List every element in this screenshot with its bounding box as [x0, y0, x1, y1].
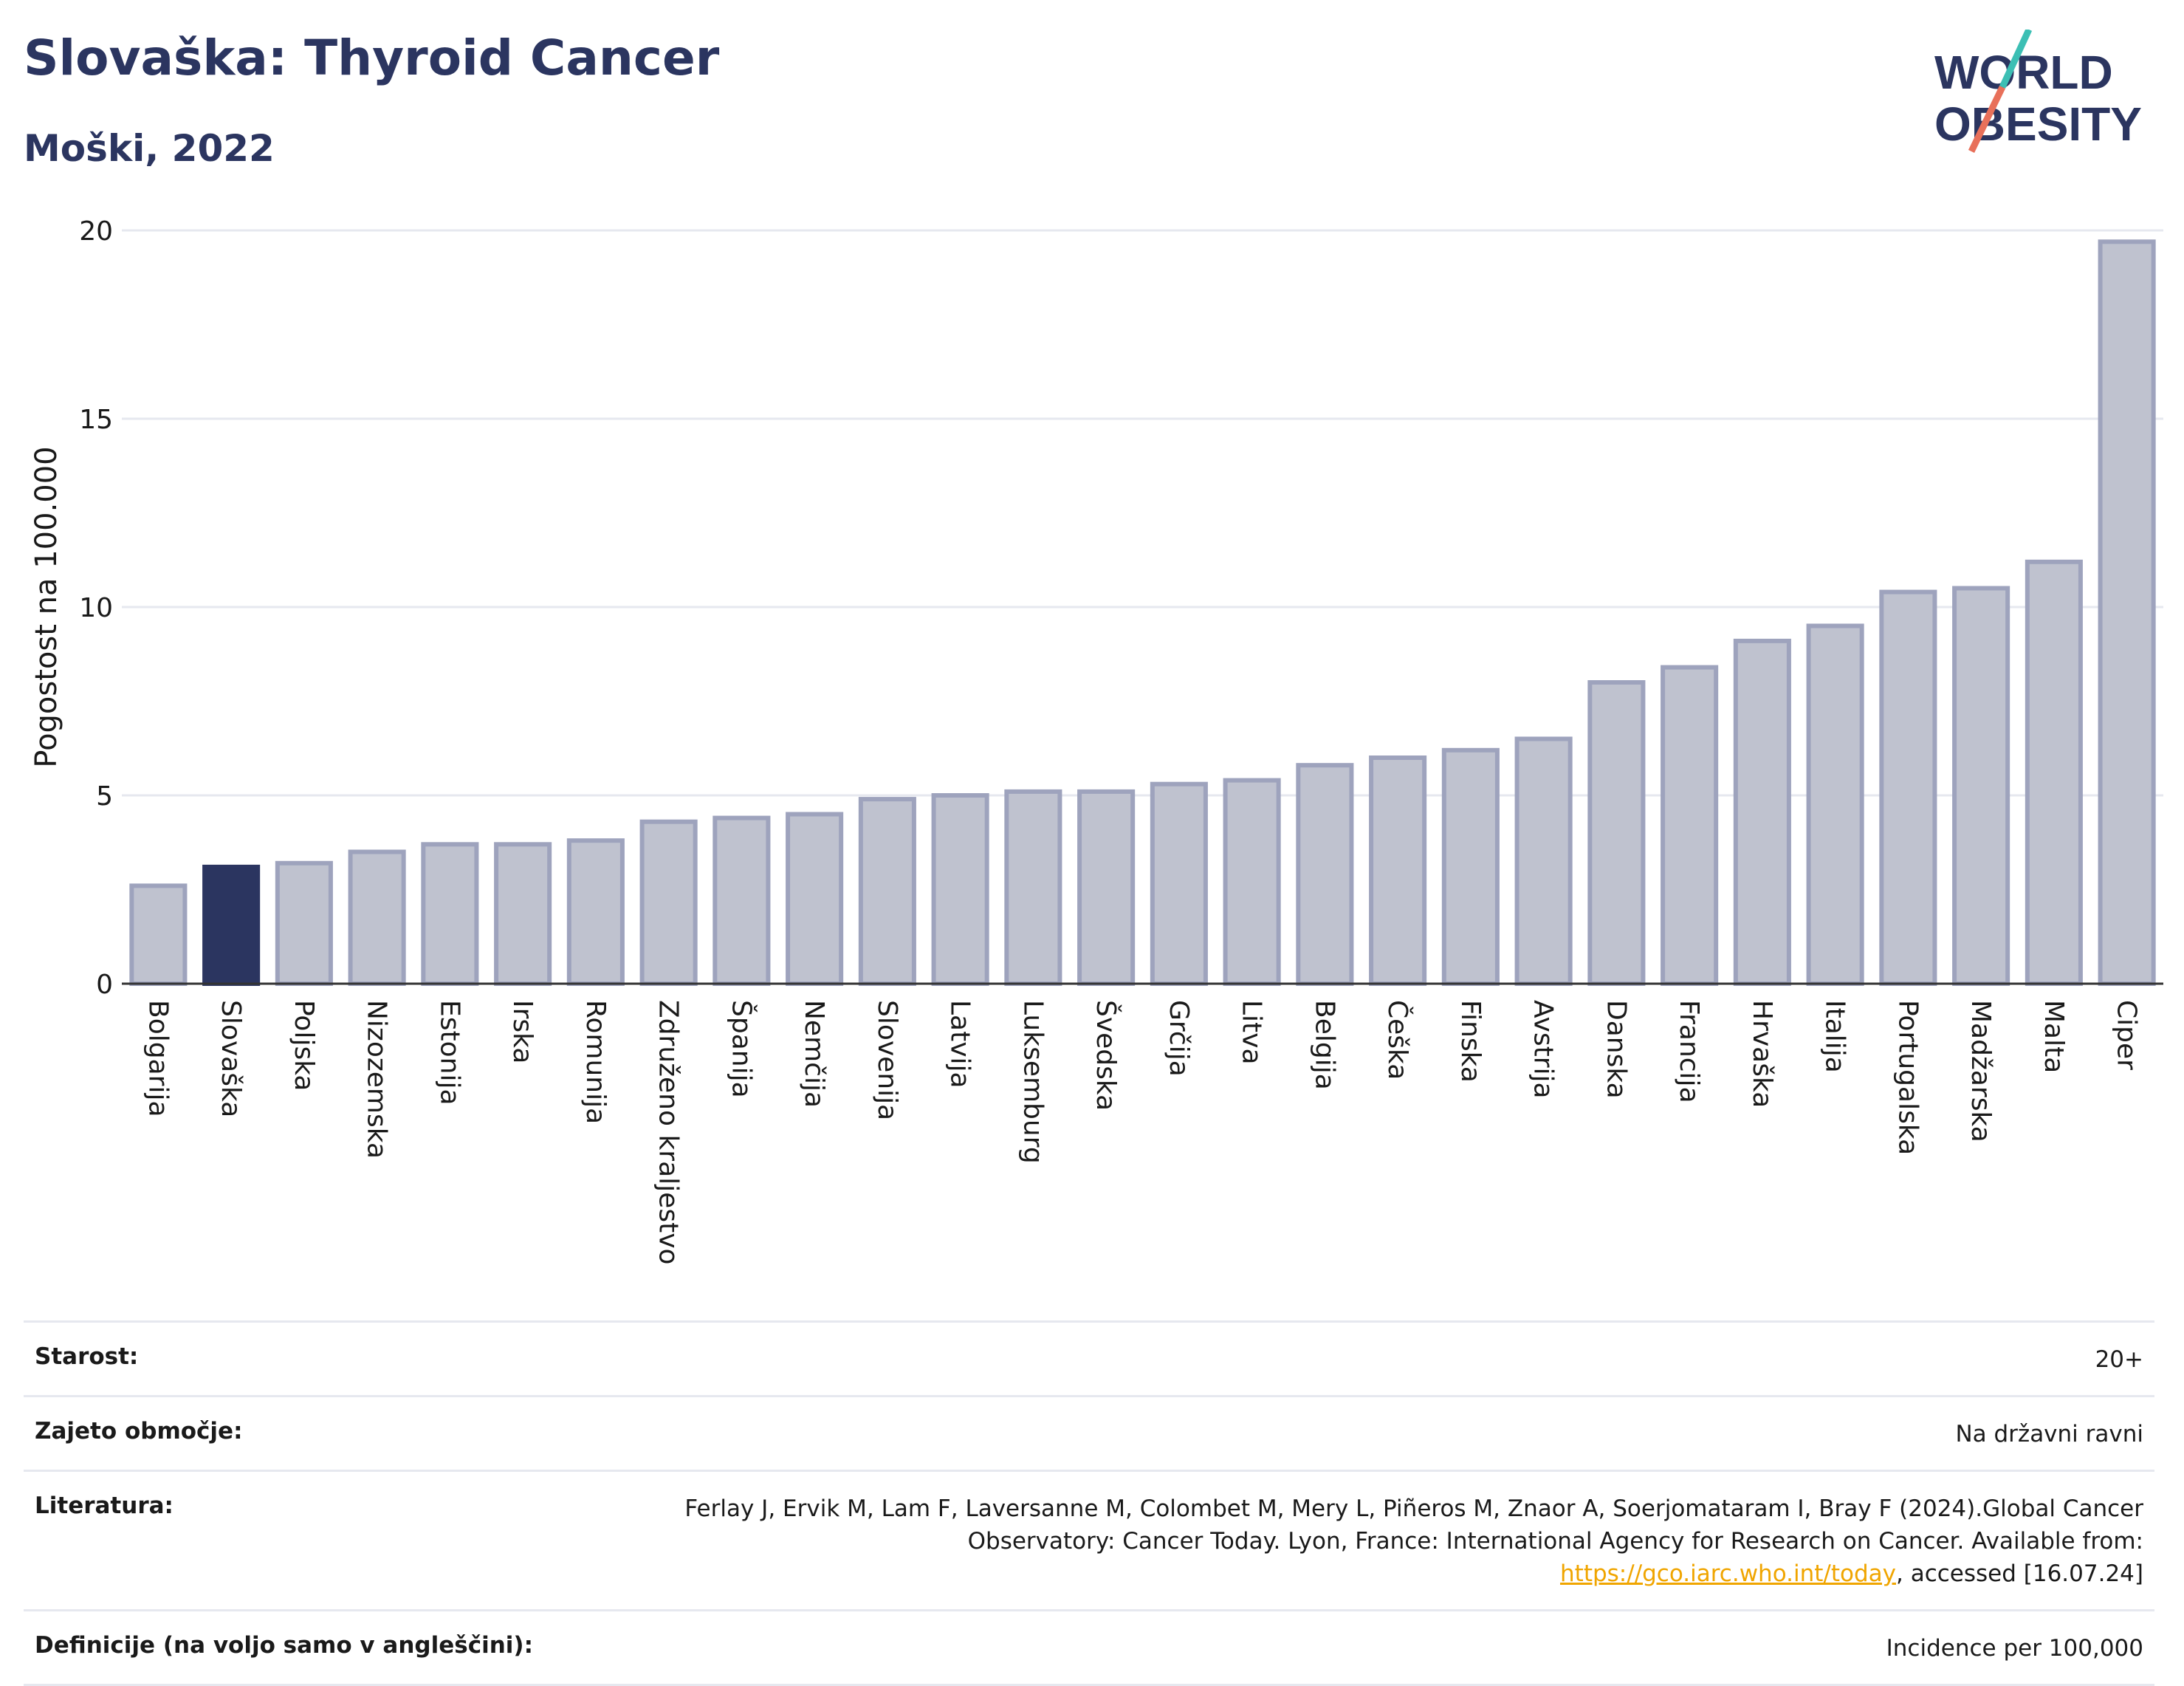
page-title: Slovaška: Thyroid Cancer [24, 30, 720, 86]
x-tick-label: Slovenija [872, 1000, 902, 1120]
bar [421, 842, 479, 986]
x-tick-label: Češka [1382, 1000, 1413, 1080]
bar [1296, 763, 1354, 986]
logo-line1: WORLD [1934, 46, 2113, 99]
x-tick-label: Finska [1455, 1000, 1486, 1083]
x-tick-label: Bolgarija [142, 1000, 173, 1117]
x-tick-label: Litva [1237, 1000, 1267, 1065]
y-axis-label: Pogostost na 100.000 [30, 446, 63, 767]
bar [858, 797, 916, 986]
bar [494, 842, 552, 986]
meta-coverage-value: Na državni ravni [1955, 1421, 2143, 1447]
bar [2098, 239, 2156, 987]
bar [1733, 638, 1791, 987]
x-tick-label: Poljska [289, 1000, 319, 1092]
bar [1514, 736, 1573, 986]
x-tick-label: Združeno kraljestvo [653, 1000, 684, 1265]
bar [712, 815, 771, 986]
bar [639, 819, 698, 987]
y-tick-label: 10 [79, 593, 113, 623]
bar [1952, 586, 2010, 986]
x-tick-label: Nizozemska [362, 1000, 392, 1159]
x-tick-label: Malta [2039, 1000, 2069, 1073]
bar [1369, 755, 1427, 986]
meta-def-value: Incidence per 100,000 [1886, 1635, 2143, 1662]
bar-chart: 0 5 10 15 20 Pogostost na 100.000 Bolgarija Slo… [30, 216, 2163, 1265]
logo-line2: OBESITY [1934, 97, 2142, 151]
bar [2025, 559, 2083, 986]
meta-def-label: Definicije (na voljo samo v angleščini): [35, 1632, 533, 1659]
x-tick-label: Estonija [434, 1000, 464, 1106]
meta-row-age: Starost: 20+ [24, 1320, 2154, 1395]
meta-row-coverage: Zajeto območje: Na državni ravni [24, 1395, 2154, 1470]
bar [1441, 747, 1500, 986]
bar [129, 883, 188, 987]
x-tick-label: Nemčija [799, 1000, 829, 1108]
x-tick-label: Avstrija [1528, 1000, 1559, 1099]
y-tick-label: 15 [79, 405, 113, 435]
meta-row-reference: Literatura: Ferlay J, Ervik M, Lam F, La… [24, 1470, 2154, 1609]
meta-ref-text-2: , accessed [16.07.24] [1895, 1560, 2143, 1587]
world-obesity-logo: WORLD OBESITY [1934, 30, 2142, 153]
bar [202, 864, 261, 987]
x-tick-label: Slovaška [216, 1000, 246, 1117]
reference-link[interactable]: https://gco.iarc.who.int/today [1560, 1560, 1896, 1587]
meta-ref-value: Ferlay J, Ervik M, Lam F, Laversanne M, … [622, 1493, 2143, 1590]
bar [1223, 778, 1281, 986]
x-tick-label: Portugalska [1892, 1000, 1923, 1155]
meta-ref-label: Literatura: [35, 1493, 174, 1519]
bar [1587, 680, 1646, 986]
bar [1661, 665, 1719, 986]
x-tick-label: Danska [1601, 1000, 1631, 1099]
x-tick-label: Španija [726, 1000, 757, 1098]
bar [1806, 623, 1864, 986]
meta-row-definitions: Definicije (na voljo samo v angleščini):… [24, 1609, 2154, 1686]
x-tick-label: Romunija [580, 1000, 611, 1124]
x-tick-label: Grčija [1164, 1000, 1194, 1077]
bar [275, 860, 333, 986]
bar [1004, 789, 1062, 987]
bar [786, 812, 844, 986]
x-tick-label: Švedska [1091, 1000, 1122, 1111]
meta-age-value: 20+ [2095, 1346, 2143, 1373]
meta-coverage-label: Zajeto območje: [35, 1418, 243, 1445]
x-tick-label: Madžarska [1965, 1000, 1996, 1142]
x-tick-label: Hrvaška [1747, 1000, 1777, 1108]
x-tick-label: Belgija [1309, 1000, 1339, 1090]
page-subtitle: Moški, 2022 [24, 127, 275, 170]
bar [1150, 781, 1208, 986]
x-tick-label: Italija [1820, 1000, 1850, 1073]
meta-age-label: Starost: [35, 1343, 139, 1370]
bar [1077, 789, 1136, 987]
bar [348, 849, 406, 986]
x-tick-label: Irska [507, 1000, 538, 1063]
y-tick-label: 20 [79, 216, 113, 247]
x-tick-label: Francija [1674, 1000, 1704, 1103]
bar [1879, 589, 1937, 986]
x-tick-label: Latvija [945, 1000, 975, 1089]
metadata-table: Starost: 20+ Zajeto območje: Na državni … [24, 1320, 2154, 1686]
bar [931, 793, 989, 986]
meta-ref-text-1: Ferlay J, Ervik M, Lam F, Laversanne M, … [684, 1495, 2143, 1555]
y-tick-label: 0 [96, 970, 113, 1000]
bar [566, 838, 625, 987]
x-tick-label: Luksemburg [1017, 1000, 1048, 1164]
x-tick-label: Ciper [2112, 1000, 2142, 1070]
y-tick-label: 5 [96, 781, 113, 812]
